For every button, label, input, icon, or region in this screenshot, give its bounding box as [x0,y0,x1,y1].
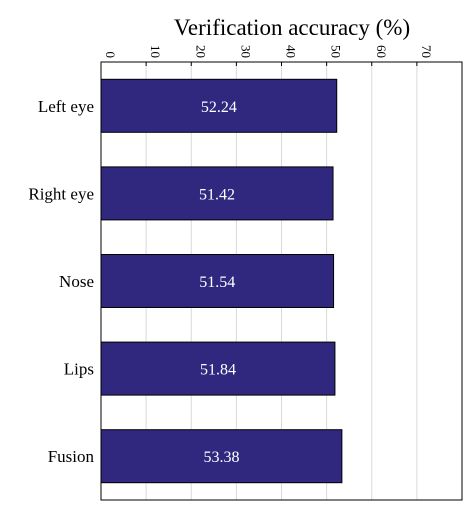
data-label: 52.24 [201,99,237,116]
category-label: Nose [59,272,94,291]
bar [100,341,336,396]
category-label: Right eye [28,184,94,203]
category-label: Left eye [38,97,94,116]
x-tick-label: 80 [464,45,466,58]
bar [100,429,343,484]
x-tick-label: 50 [329,45,344,58]
category-label: Fusion [48,447,95,466]
x-tick-label: 10 [148,45,163,58]
bar [100,166,334,221]
data-label: 51.84 [200,362,236,379]
x-axis: 0 10 20 30 40 50 60 70 80 [100,45,466,66]
x-tick-label: 60 [374,45,389,58]
bar [100,254,335,308]
category-label: Lips [64,360,94,379]
x-tick-label: 30 [238,45,253,58]
data-label: 51.54 [199,274,235,291]
x-tick-label: 70 [419,45,434,58]
bars: Left eye 52.24 Right eye 51.42 Nose 51.54 Lips… [28,78,343,484]
data-label: 53.38 [203,449,239,466]
x-tick-label: 40 [284,45,299,58]
bar [100,78,338,133]
x-tick-label: 20 [193,45,208,58]
data-label: 51.42 [199,186,235,203]
chart-title: Verification accuracy (%) [174,15,410,40]
x-tick-label: 0 [103,52,118,59]
